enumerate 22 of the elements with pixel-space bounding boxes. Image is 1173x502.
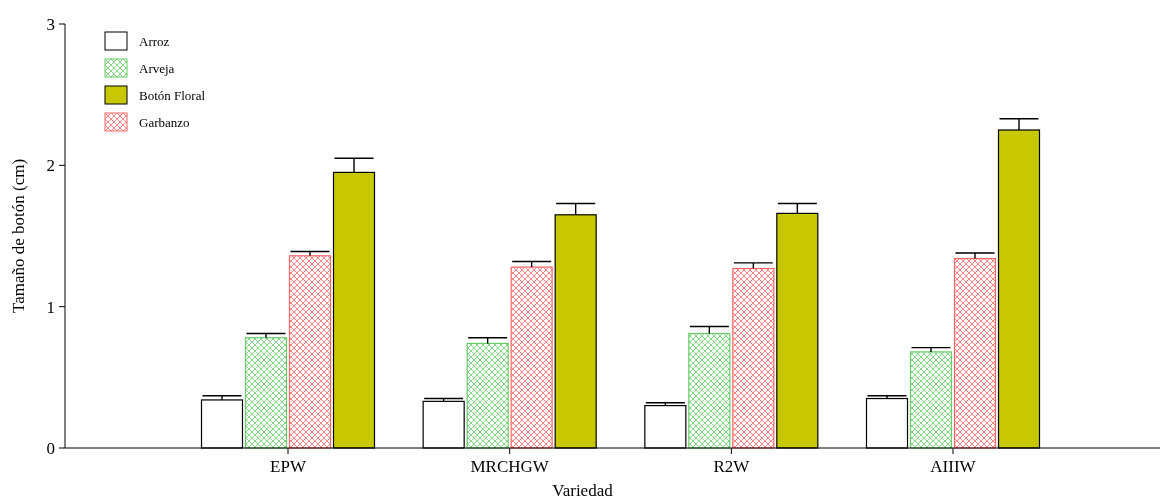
bar	[953, 258, 997, 449]
x-tick-label: MRCHGW	[470, 457, 550, 476]
y-tick-label: 0	[46, 438, 55, 458]
bar	[909, 351, 953, 449]
legend-label: Botón Floral	[139, 87, 206, 103]
y-tick-label: 1	[46, 297, 55, 317]
bar	[466, 342, 509, 449]
bar	[288, 255, 332, 449]
legend-label: Arveja	[139, 60, 175, 76]
x-axis-title: Variedad	[552, 481, 614, 500]
y-tick-label: 3	[46, 14, 55, 34]
x-tick-label: R2W	[713, 457, 751, 476]
x-tick-label: AIIIW	[930, 457, 977, 476]
x-tick-label: EPW	[270, 457, 307, 476]
bar	[510, 266, 553, 449]
legend-label: Garbanzo	[139, 114, 190, 130]
y-tick-label: 2	[46, 156, 55, 176]
y-axis-title: Tamaño de botón (cm)	[9, 158, 28, 314]
bar	[732, 267, 775, 449]
bar	[688, 332, 731, 449]
bar	[244, 337, 288, 449]
legend-label: Arroz	[139, 33, 170, 49]
